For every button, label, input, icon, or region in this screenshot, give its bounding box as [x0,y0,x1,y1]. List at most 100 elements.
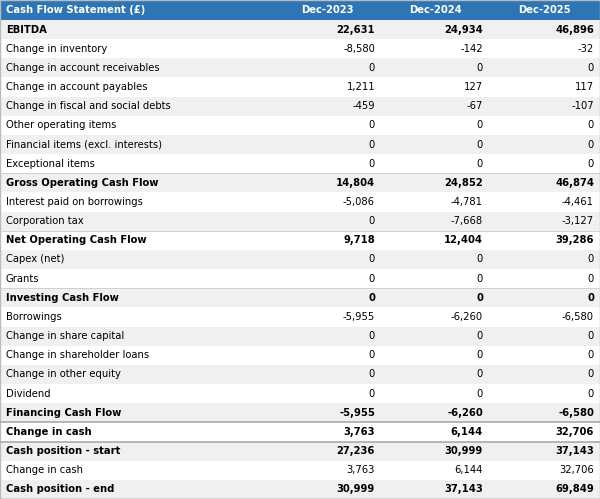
Text: 0: 0 [588,331,594,341]
Text: 117: 117 [575,82,594,92]
Text: 0: 0 [588,140,594,150]
Bar [0,422,600,442]
Text: 127: 127 [464,82,483,92]
Text: 0: 0 [477,331,483,341]
Text: 0: 0 [369,140,375,150]
Bar [0,97,600,116]
Text: -6,580: -6,580 [558,408,594,418]
Text: 32,706: 32,706 [559,465,594,475]
Bar [0,154,600,173]
Text: -4,781: -4,781 [451,197,483,207]
Text: 3,763: 3,763 [343,427,375,437]
Text: Exceptional items: Exceptional items [6,159,95,169]
Bar [0,135,600,154]
Text: 30,999: 30,999 [337,485,375,495]
Text: Gross Operating Cash Flow: Gross Operating Cash Flow [6,178,158,188]
Text: Change in cash: Change in cash [6,465,83,475]
Text: Interest paid on borrowings: Interest paid on borrowings [6,197,143,207]
Text: Dec-2023: Dec-2023 [301,5,353,15]
Text: 0: 0 [588,120,594,130]
Text: 0: 0 [369,120,375,130]
Bar [0,326,600,346]
Text: Change in account receivables: Change in account receivables [6,63,160,73]
Text: Corporation tax: Corporation tax [6,216,83,226]
Text: Capex (net): Capex (net) [6,254,64,264]
Text: 0: 0 [588,159,594,169]
Text: Investing Cash Flow: Investing Cash Flow [6,293,119,303]
Text: -6,580: -6,580 [562,312,594,322]
Text: 0: 0 [369,350,375,360]
Text: 0: 0 [369,216,375,226]
Text: 22,631: 22,631 [337,24,375,34]
Bar [0,384,600,403]
Text: Change in inventory: Change in inventory [6,44,107,54]
Text: Change in cash: Change in cash [6,427,92,437]
Text: 0: 0 [588,369,594,379]
Text: 0: 0 [588,273,594,283]
Text: Financial items (excl. interests): Financial items (excl. interests) [6,140,162,150]
Text: 37,143: 37,143 [555,446,594,456]
Text: 0: 0 [477,389,483,399]
Text: Change in share capital: Change in share capital [6,331,124,341]
Text: 0: 0 [369,63,375,73]
Text: 46,874: 46,874 [555,178,594,188]
Text: 0: 0 [369,369,375,379]
Bar [0,461,600,480]
Text: Cash position - end: Cash position - end [6,485,115,495]
Bar [0,193,600,212]
Text: -5,955: -5,955 [343,312,375,322]
Text: Cash position - start: Cash position - start [6,446,121,456]
Text: 0: 0 [369,331,375,341]
Text: 0: 0 [477,159,483,169]
Bar [0,269,600,288]
Text: 6,144: 6,144 [455,465,483,475]
Text: 0: 0 [477,63,483,73]
Text: 0: 0 [477,140,483,150]
Text: Change in account payables: Change in account payables [6,82,148,92]
Bar [0,307,600,326]
Text: 0: 0 [369,273,375,283]
Text: Net Operating Cash Flow: Net Operating Cash Flow [6,236,146,246]
Bar [0,231,600,250]
Text: 39,286: 39,286 [556,236,594,246]
Text: 0: 0 [477,369,483,379]
Text: -6,260: -6,260 [451,312,483,322]
Text: Cash Flow Statement (£): Cash Flow Statement (£) [6,5,145,15]
Text: Change in shareholder loans: Change in shareholder loans [6,350,149,360]
Bar [0,365,600,384]
Bar [0,288,600,307]
Text: Change in fiscal and social debts: Change in fiscal and social debts [6,101,171,111]
Text: 0: 0 [477,350,483,360]
Text: 0: 0 [477,273,483,283]
Text: -459: -459 [352,101,375,111]
Text: 6,144: 6,144 [451,427,483,437]
Text: 32,706: 32,706 [556,427,594,437]
Text: Dec-2024: Dec-2024 [409,5,461,15]
Text: 0: 0 [368,293,375,303]
Bar [0,480,600,499]
Bar [0,173,600,193]
Bar [0,20,600,39]
Text: 24,934: 24,934 [444,24,483,34]
Text: -8,580: -8,580 [343,44,375,54]
Text: 69,849: 69,849 [555,485,594,495]
Text: Dec-2025: Dec-2025 [518,5,571,15]
Text: 37,143: 37,143 [444,485,483,495]
Bar [0,58,600,77]
Bar [0,0,600,20]
Text: 1,211: 1,211 [346,82,375,92]
Text: -6,260: -6,260 [447,408,483,418]
Text: 0: 0 [588,389,594,399]
Bar [0,403,600,422]
Bar [0,442,600,461]
Text: -4,461: -4,461 [562,197,594,207]
Text: 0: 0 [476,293,483,303]
Text: -32: -32 [578,44,594,54]
Text: 27,236: 27,236 [337,446,375,456]
Bar [0,250,600,269]
Text: Other operating items: Other operating items [6,120,116,130]
Text: Dividend: Dividend [6,389,50,399]
Text: 0: 0 [588,254,594,264]
Bar [0,346,600,365]
Text: 0: 0 [369,254,375,264]
